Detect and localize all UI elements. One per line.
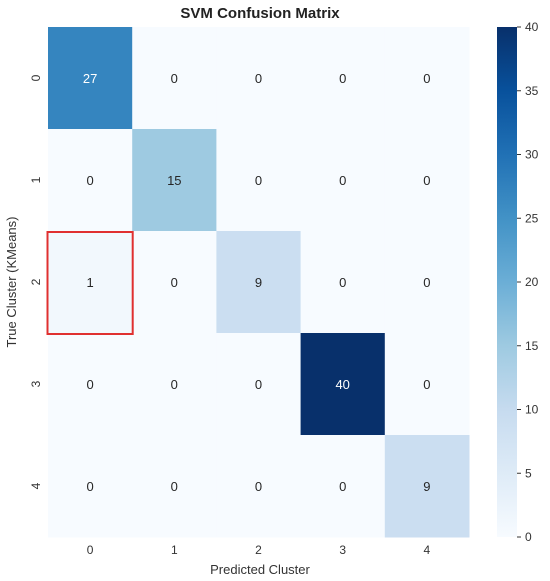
x-tick-label: 0 [87,543,94,557]
heatmap-cell [384,129,470,232]
heatmap-cell [384,333,470,436]
heatmap-cell [48,129,133,232]
heatmap-cell [132,27,217,130]
y-axis-label: True Cluster (KMeans) [4,217,19,348]
colorbar-gradient [497,27,517,537]
cell-value-label: 27 [83,71,97,86]
heatmap-cell [300,435,386,538]
y-tick-label: 1 [29,176,43,183]
cell-value-label: 0 [171,275,178,290]
heatmap-cell [48,231,133,334]
heatmap-cell [132,129,217,232]
cell-value-label: 9 [255,275,262,290]
heatmap-cell [48,333,133,436]
cell-value-label: 0 [423,71,430,86]
cell-value-label: 9 [423,479,430,494]
cell-value-label: 0 [255,173,262,188]
heatmap-cell [48,435,133,538]
heatmap-cell [384,27,470,130]
heatmap-cell [300,129,386,232]
colorbar-tick-label: 5 [525,466,532,480]
x-tick-label: 3 [339,543,346,557]
cell-value-label: 0 [255,479,262,494]
heatmap-cell [132,435,217,538]
cell-value-label: 0 [86,479,93,494]
y-tick-label: 0 [29,74,43,81]
y-tick-label: 3 [29,380,43,387]
x-tick-labels: 0 1 2 3 4 [87,543,431,557]
x-tick-label: 4 [424,543,431,557]
cell-value-label: 0 [171,479,178,494]
cell-value-label: 0 [86,173,93,188]
y-tick-label: 2 [29,278,43,285]
colorbar-tick-label: 25 [525,211,539,225]
chart-title: SVM Confusion Matrix [180,5,340,22]
colorbar-tick-label: 0 [525,530,532,544]
cell-value-label: 0 [423,173,430,188]
cell-value-label: 0 [339,71,346,86]
colorbar-tick-label: 30 [525,148,539,162]
cell-value-label: 40 [335,377,349,392]
cell-value-label: 1 [86,275,93,290]
colorbar-tick-label: 40 [525,20,539,34]
x-tick-label: 1 [171,543,178,557]
heatmap-cell [216,231,302,334]
cell-value-label: 0 [86,377,93,392]
cell-value-label: 0 [423,275,430,290]
y-tick-label: 4 [29,482,43,489]
highlight-box [46,231,134,335]
heatmap-cell [216,333,302,436]
x-tick-label: 2 [255,543,262,557]
x-axis-label: Predicted Cluster [210,562,310,577]
heatmap-cell [132,231,217,334]
colorbar: 0 5 10 15 20 25 30 35 40 [497,20,539,544]
heatmap-cell [216,435,302,538]
heatmap-cell [300,27,386,130]
colorbar-tick-label: 20 [525,275,539,289]
heatmap-cell [300,333,386,436]
cell-value-label: 0 [171,71,178,86]
heatmap-cell [300,231,386,334]
heatmap-cell [384,231,470,334]
cell-value-label: 0 [339,479,346,494]
heatmap-cell [216,129,302,232]
cell-value-label: 15 [167,173,181,188]
heatmap-cell [216,27,302,130]
cell-value-label: 0 [255,71,262,86]
heatmap-cells: 27 0 0 0 0 0 15 0 0 0 1 0 9 0 0 0 0 0 40 0 0 0 0 0 9 [48,27,470,538]
heatmap-cell [384,435,470,538]
heatmap-cell [48,27,133,130]
heatmap-cell [132,333,217,436]
colorbar-tick-label: 10 [525,403,539,417]
cell-value-label: 0 [339,173,346,188]
colorbar-tick-label: 35 [525,84,539,98]
colorbar-tick-label: 15 [525,339,539,353]
cell-value-label: 0 [339,275,346,290]
cell-value-label: 0 [423,377,430,392]
cell-value-label: 0 [171,377,178,392]
highlight-rectangle [46,231,134,335]
cell-value-label: 0 [255,377,262,392]
y-tick-labels: 0 1 2 3 4 [29,74,43,489]
